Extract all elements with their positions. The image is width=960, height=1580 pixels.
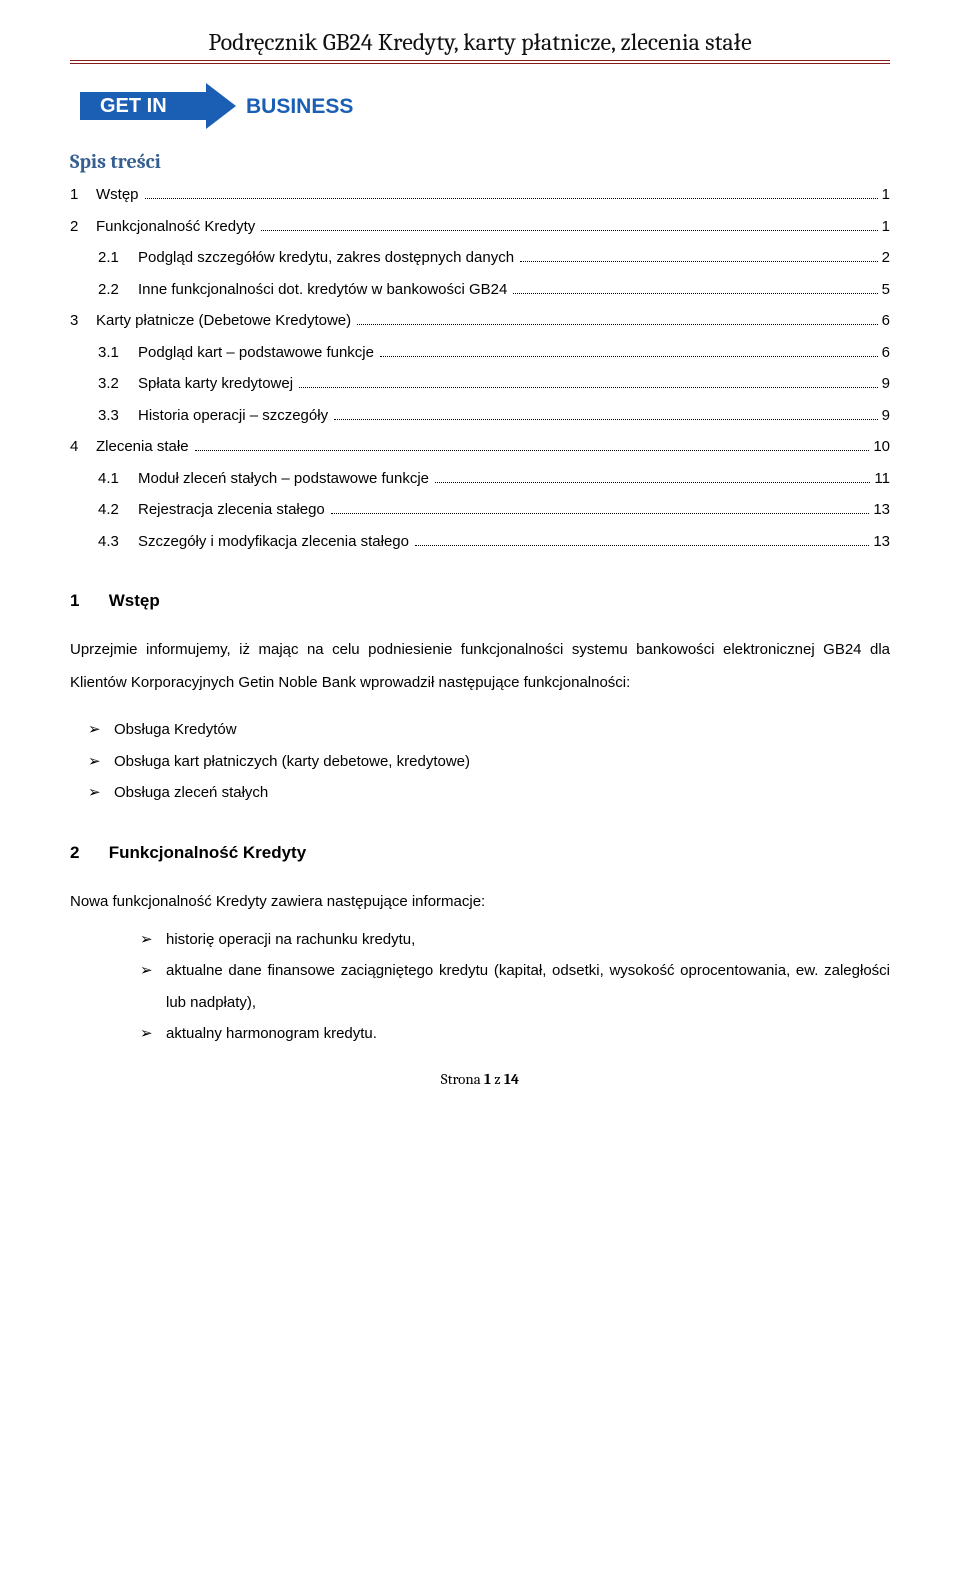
footer-sep: z	[491, 1070, 504, 1088]
bullet-item: Obsługa Kredytów	[114, 714, 890, 746]
section-2-title: Funkcjonalność Kredyty	[109, 843, 306, 862]
footer-page: 1	[484, 1070, 491, 1088]
toc-item-text: Moduł zleceń stałych – podstawowe funkcj…	[138, 463, 433, 495]
section-2-heading: 2 Funkcjonalność Kredyty	[70, 843, 890, 863]
toc-leader-dots	[334, 407, 878, 420]
toc-item[interactable]: 1Wstęp1	[70, 179, 890, 211]
toc-leader-dots	[513, 281, 877, 294]
section-1-paragraph: Uprzejmie informujemy, iż mając na celu …	[70, 633, 890, 699]
toc-item-num: 2.1	[98, 242, 138, 274]
section-2-bullets: historię operacji na rachunku kredytu,ak…	[70, 924, 890, 1050]
toc-item-page: 9	[880, 400, 890, 432]
toc-item-page: 5	[880, 274, 890, 306]
toc-item-num: 2.2	[98, 274, 138, 306]
toc-item[interactable]: 3.3Historia operacji – szczegóły 9	[70, 400, 890, 432]
section-1-bullets: Obsługa KredytówObsługa kart płatniczych…	[70, 714, 890, 809]
toc-leader-dots	[415, 533, 869, 546]
toc-item-text: Podgląd kart – podstawowe funkcje	[138, 337, 378, 369]
toc-item-page: 1	[880, 179, 890, 211]
toc-item-page: 6	[880, 305, 890, 337]
table-of-contents: 1Wstęp12Funkcjonalność Kredyty12.1Podglą…	[70, 179, 890, 557]
toc-item-page: 13	[871, 526, 890, 558]
toc-leader-dots	[357, 312, 878, 325]
toc-item-text: Zlecenia stałe	[96, 431, 193, 463]
bullet-item: aktualne dane finansowe zaciągniętego kr…	[166, 955, 890, 1018]
toc-item-text: Inne funkcjonalności dot. kredytów w ban…	[138, 274, 511, 306]
toc-item-text: Funkcjonalność Kredyty	[96, 211, 259, 243]
toc-item[interactable]: 4Zlecenia stałe 10	[70, 431, 890, 463]
section-1-num: 1	[70, 591, 104, 611]
toc-leader-dots	[299, 375, 878, 388]
toc-leader-dots	[435, 470, 870, 483]
toc-item-page: 9	[880, 368, 890, 400]
toc-item-num: 2	[70, 211, 96, 243]
bullet-item: historię operacji na rachunku kredytu,	[166, 924, 890, 956]
footer-total: 14	[504, 1070, 519, 1088]
toc-item-text: Historia operacji – szczegóły	[138, 400, 332, 432]
toc-item-text: Karty płatnicze (Debetowe Kredytowe)	[96, 305, 355, 337]
toc-item[interactable]: 4.3Szczegóły i modyfikacja zlecenia stał…	[70, 526, 890, 558]
toc-item-num: 1	[70, 179, 96, 211]
toc-item-num: 3	[70, 305, 96, 337]
bullet-item: Obsługa zleceń stałych	[114, 777, 890, 809]
toc-item-num: 3.2	[98, 368, 138, 400]
section-2-paragraph: Nowa funkcjonalność Kredyty zawiera nast…	[70, 885, 890, 918]
toc-leader-dots	[331, 501, 870, 514]
toc-item-text: Rejestracja zlecenia stałego	[138, 494, 329, 526]
toc-leader-dots	[195, 438, 870, 451]
toc-item-num: 3.3	[98, 400, 138, 432]
toc-item-page: 2	[880, 242, 890, 274]
getin-business-logo: GET IN BUSINESS	[70, 78, 370, 134]
toc-item[interactable]: 2Funkcjonalność Kredyty 1	[70, 211, 890, 243]
logo-text-left: GET IN	[100, 95, 167, 117]
toc-item-num: 4.1	[98, 463, 138, 495]
section-1-title: Wstęp	[109, 591, 160, 610]
toc-item-num: 4.3	[98, 526, 138, 558]
section-1-heading: 1 Wstęp	[70, 591, 890, 611]
toc-item-text: Spłata karty kredytowej	[138, 368, 297, 400]
toc-leader-dots	[145, 186, 878, 199]
toc-item[interactable]: 4.1Moduł zleceń stałych – podstawowe fun…	[70, 463, 890, 495]
toc-item[interactable]: 2.1Podgląd szczegółów kredytu, zakres do…	[70, 242, 890, 274]
section-2-num: 2	[70, 843, 104, 863]
toc-item[interactable]: 3.1Podgląd kart – podstawowe funkcje 6	[70, 337, 890, 369]
toc-item[interactable]: 2.2Inne funkcjonalności dot. kredytów w …	[70, 274, 890, 306]
toc-item-num: 4.2	[98, 494, 138, 526]
toc-item[interactable]: 3Karty płatnicze (Debetowe Kredytowe) 6	[70, 305, 890, 337]
toc-item-page: 11	[872, 463, 890, 495]
page-header: Podręcznik GB24 Kredyty, karty płatnicze…	[70, 28, 890, 64]
page-title: Podręcznik GB24 Kredyty, karty płatnicze…	[208, 28, 751, 56]
toc-item-text: Szczegóły i modyfikacja zlecenia stałego	[138, 526, 413, 558]
toc-leader-dots	[261, 218, 877, 231]
toc-heading: Spis treści	[70, 150, 890, 173]
toc-item[interactable]: 3.2Spłata karty kredytowej 9	[70, 368, 890, 400]
toc-leader-dots	[380, 344, 878, 357]
page-footer: Strona 1 z 14	[70, 1070, 890, 1088]
toc-item-num: 3.1	[98, 337, 138, 369]
toc-item-text: Podgląd szczegółów kredytu, zakres dostę…	[138, 242, 518, 274]
toc-item[interactable]: 4.2Rejestracja zlecenia stałego 13	[70, 494, 890, 526]
toc-item-page: 1	[880, 211, 890, 243]
toc-item-page: 13	[871, 494, 890, 526]
logo: GET IN BUSINESS	[70, 78, 890, 134]
logo-text-right: BUSINESS	[246, 95, 353, 118]
toc-leader-dots	[520, 249, 878, 262]
bullet-item: Obsługa kart płatniczych (karty debetowe…	[114, 746, 890, 778]
toc-item-text: Wstęp	[96, 179, 143, 211]
toc-item-num: 4	[70, 431, 96, 463]
bullet-item: aktualny harmonogram kredytu.	[166, 1018, 890, 1050]
footer-prefix: Strona	[441, 1070, 484, 1088]
toc-item-page: 10	[871, 431, 890, 463]
toc-item-page: 6	[880, 337, 890, 369]
